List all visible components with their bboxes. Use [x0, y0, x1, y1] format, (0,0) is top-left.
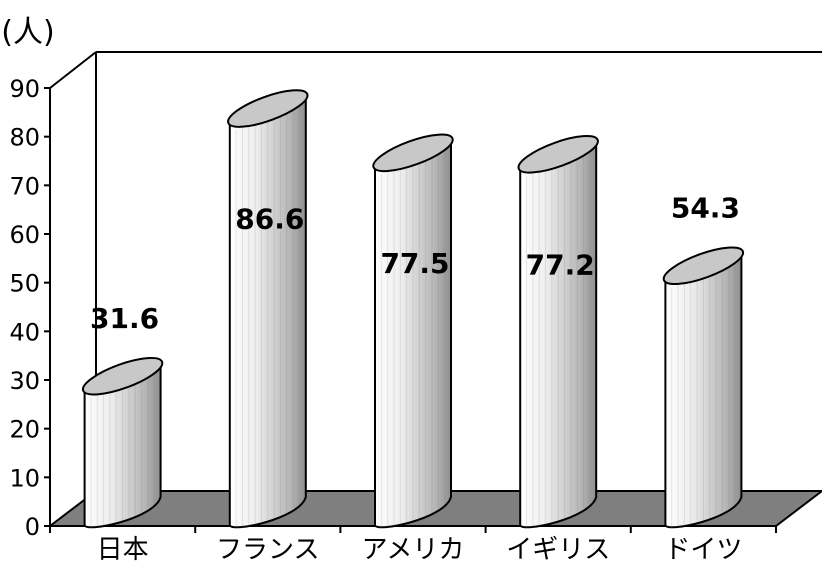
- y-axis-ticks: 0 10 20 30 40 50 60 70 80 90: [9, 75, 50, 541]
- data-label: 54.3: [671, 192, 740, 225]
- y-tick-label: 80: [9, 124, 40, 152]
- bar-top: [372, 133, 454, 173]
- data-label: 77.2: [526, 248, 595, 281]
- bar-2: [372, 133, 454, 529]
- x-axis-ticks: [49, 526, 777, 533]
- y-tick-label: 90: [9, 75, 40, 103]
- bar-body: [83, 360, 162, 529]
- y-axis-top-diagonal: [49, 51, 97, 89]
- y-tick-label: 0: [25, 513, 40, 541]
- y-unit-label: (人): [1, 15, 54, 50]
- bar-top: [81, 356, 164, 396]
- category-label: 日本: [97, 535, 149, 563]
- bar-body: [374, 137, 452, 529]
- category-labels: 日本 フランス アメリカ イギリス ドイツ: [97, 535, 743, 563]
- bar-body: [228, 93, 307, 529]
- y-tick-label: 50: [9, 270, 40, 298]
- data-label: 77.5: [380, 247, 449, 280]
- data-label: 31.6: [90, 302, 159, 335]
- y-tick-label: 30: [9, 367, 40, 395]
- bars: [81, 89, 745, 529]
- bar-0: [81, 356, 164, 529]
- bar-body: [519, 138, 598, 529]
- y-tick-label: 20: [9, 416, 40, 444]
- bar-4: [662, 246, 745, 529]
- bar-body: [664, 250, 743, 529]
- bar-top: [662, 246, 745, 286]
- category-label: フランス: [216, 535, 319, 563]
- category-label: アメリカ: [362, 535, 465, 563]
- y-tick-label: 60: [9, 221, 40, 249]
- y-tick-label: 10: [9, 464, 40, 492]
- y-tick-label: 70: [9, 172, 40, 200]
- bar-3: [517, 135, 599, 529]
- category-label: イギリス: [506, 535, 610, 563]
- bar-top: [517, 135, 599, 174]
- bar-top: [227, 89, 309, 128]
- data-label: 86.6: [235, 203, 304, 236]
- data-labels: 31.6 86.6 77.5 77.2 54.3: [90, 192, 740, 335]
- category-label: ドイツ: [664, 535, 742, 563]
- bar-1: [227, 89, 309, 529]
- y-tick-label: 40: [9, 318, 40, 346]
